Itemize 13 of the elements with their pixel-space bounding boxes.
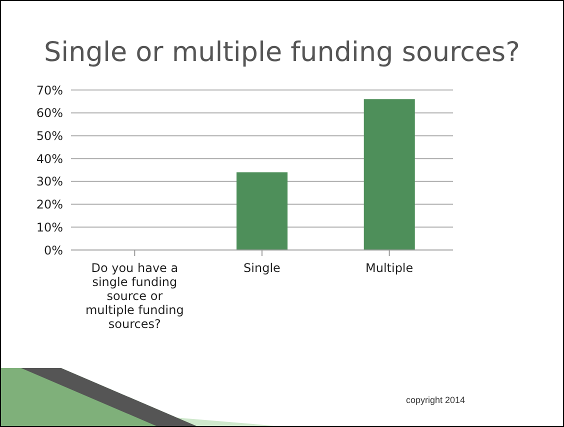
y-tick-label: 50% (36, 128, 63, 143)
y-tick-label: 70% (36, 83, 63, 98)
chart-title: Single or multiple funding sources? (43, 37, 521, 68)
y-tick-label: 20% (36, 198, 63, 212)
y-tick-label: 60% (36, 106, 63, 120)
y-tick-label: 10% (36, 220, 63, 234)
y-tick-label: 40% (36, 152, 63, 166)
text: copyright 2014 (406, 395, 466, 405)
x-tick-label: Single (244, 261, 280, 275)
y-tick-label: 30% (36, 174, 63, 189)
x-tick-label: Do you have a single funding source or multiple funding sources? (85, 261, 184, 331)
x-tick-label: Multiple (365, 261, 414, 275)
y-tick-label: 0% (44, 243, 63, 258)
